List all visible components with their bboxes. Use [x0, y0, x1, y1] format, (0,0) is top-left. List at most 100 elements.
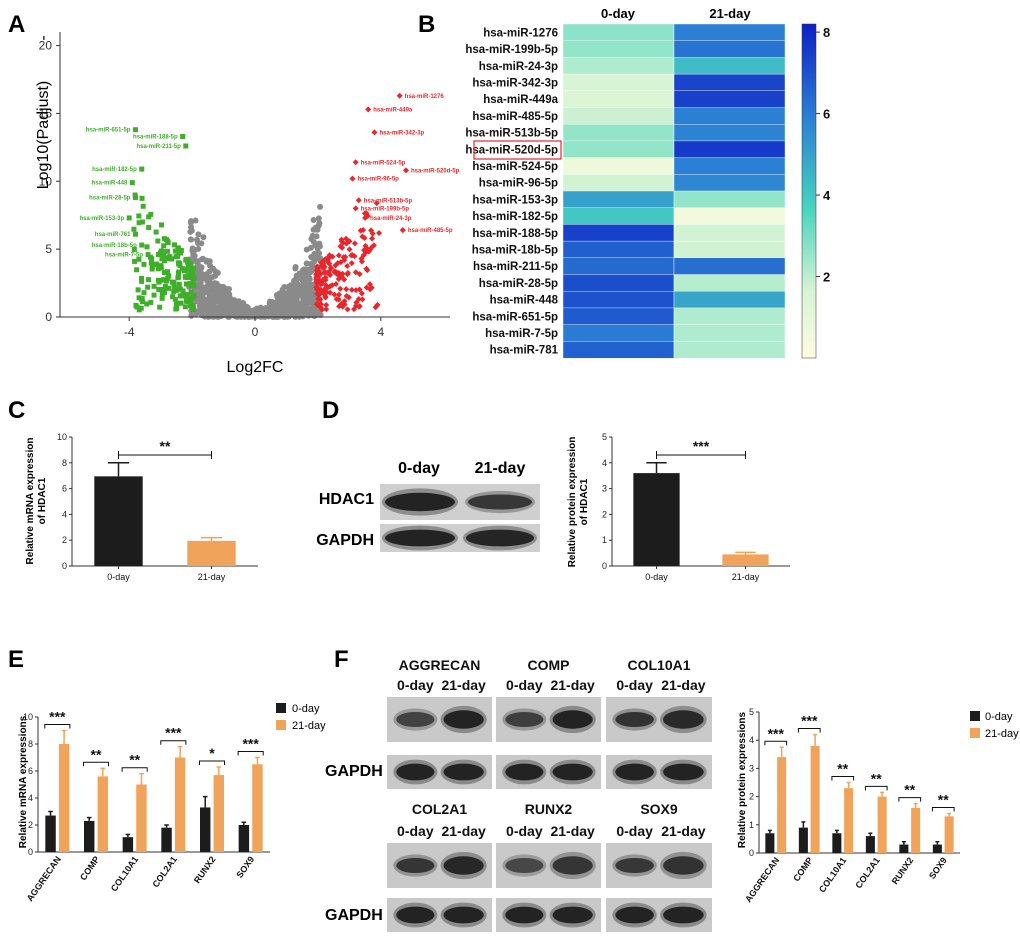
blot-band-core — [615, 857, 654, 874]
heatmap-row-label: hsa-miR-513b-5p — [465, 128, 558, 140]
volcano-point-ns — [188, 312, 195, 319]
bar-y-tick-label: 5 — [602, 432, 607, 442]
volcano-point-down — [161, 243, 167, 249]
volcano-point-up-labeled — [399, 227, 406, 234]
blot-col-label: 0-day — [397, 823, 434, 839]
bar-y-tick-label: 4 — [602, 458, 607, 468]
volcano-point-down — [155, 251, 161, 257]
volcano-label-down: hsa-miR-448 — [92, 181, 128, 187]
volcano-point-up-labeled — [355, 197, 362, 204]
blot-col-label: 0-day — [506, 677, 543, 693]
bar-y-tick-label: 1 — [749, 820, 754, 830]
volcano-label-down: hsa-miR-7-5p — [105, 253, 143, 259]
blot-band-core — [552, 763, 593, 781]
heatmap-row-label: hsa-miR-485-5p — [472, 111, 558, 123]
d-blot-col-0day: 0-day — [398, 460, 440, 477]
volcano-point-ns — [277, 309, 284, 316]
heatmap-row-label: hsa-miR-188-5p — [472, 228, 558, 240]
volcano-point-down — [131, 246, 137, 252]
volcano-point-down — [183, 257, 189, 263]
bar — [899, 844, 909, 853]
blot-band-core — [663, 710, 704, 729]
bar-y-tick-label: 0 — [749, 848, 754, 858]
blot-col-label: 21-day — [550, 823, 595, 839]
bar-category-label: SOX9 — [234, 854, 256, 879]
heatmap-cell — [673, 341, 786, 359]
volcano-point-up — [353, 299, 360, 306]
volcano-point-down — [156, 277, 162, 283]
volcano-x-tick-label: 4 — [377, 325, 384, 339]
bar-category-label: COL2A1 — [853, 855, 882, 890]
volcano-point-ns — [302, 286, 309, 293]
heatmap-cell — [562, 123, 675, 142]
bar-y-tick-label: 3 — [602, 484, 607, 494]
volcano-point-down — [153, 229, 159, 235]
volcano-x-tick-label: 0 — [252, 325, 259, 339]
volcano-point-up — [348, 252, 355, 259]
bar — [633, 473, 680, 566]
volcano-point-down — [156, 286, 162, 292]
heatmap-cell — [673, 257, 786, 275]
volcano-point-down — [170, 279, 176, 285]
volcano-point-down — [174, 305, 180, 311]
heatmap-cell — [673, 73, 786, 92]
volcano-point-ns — [206, 277, 213, 284]
heatmap-cell — [673, 107, 786, 125]
blot-band — [393, 708, 438, 731]
bar-chart-hdac1-mrna: 0 2 4 6 8 10 0-day 21-day ** Relative mRNA expre… — [25, 432, 258, 582]
blot-target-title: AGGRECAN — [399, 657, 481, 673]
volcano-point-down-labeled — [129, 180, 135, 186]
blot-band-core — [396, 711, 435, 728]
volcano-point-ns — [317, 203, 324, 210]
volcano-point-down — [139, 296, 145, 302]
volcano-point-down — [136, 220, 142, 226]
volcano-point-up — [326, 252, 333, 259]
volcano-point-up — [338, 238, 345, 245]
volcano-point-ns — [291, 302, 298, 309]
bar — [97, 776, 109, 852]
blot-band-core — [396, 857, 435, 874]
volcano-point-up — [373, 200, 380, 207]
significance-bracket — [864, 785, 888, 791]
significance-stars: *** — [242, 736, 259, 752]
heatmap-column-label-0day: 0-day — [601, 6, 636, 21]
bar — [174, 757, 186, 852]
volcano-point-ns — [188, 236, 195, 243]
bar — [944, 816, 954, 853]
volcano-point-ns — [315, 215, 322, 222]
panel-label-f: F — [334, 646, 349, 673]
bar-chart-hdac1-protein: 0 1 2 3 4 5 0-day 21-day *** Relative protein ex… — [567, 432, 790, 582]
hdac1-western-blot: 0-day 21-day HDAC1 GAPDH — [316, 460, 540, 552]
volcano-point-ns — [292, 292, 299, 299]
blot-band — [440, 851, 487, 880]
volcano-point-up — [337, 285, 344, 292]
volcano-point-up-labeled — [352, 159, 359, 166]
volcano-point-ns — [197, 281, 204, 288]
bar — [213, 775, 225, 852]
volcano-point-up — [361, 247, 368, 254]
panel-label-c: C — [8, 397, 25, 424]
volcano-point-down — [191, 274, 197, 280]
bar-category-label: RUNX2 — [890, 855, 916, 886]
blot-band — [612, 708, 657, 731]
e-legend-label-0day: 0-day — [292, 703, 320, 715]
heatmap-row-label: hsa-miR-520d-5p — [465, 144, 558, 156]
volcano-point-ns — [200, 234, 207, 241]
volcano-point-down — [175, 245, 181, 251]
volcano-point-up — [363, 284, 370, 291]
volcano-point-down — [151, 292, 157, 298]
volcano-point-down — [148, 211, 154, 217]
volcano-plot: hsa-miR-1276 hsa-miR-449a hsa-miR-342-3p hs… — [35, 32, 460, 376]
volcano-point-down-labeled — [132, 231, 138, 237]
volcano-point-up — [334, 260, 341, 267]
volcano-point-up — [317, 287, 324, 294]
heatmap-cell — [673, 123, 786, 142]
volcano-point-ns — [300, 310, 307, 317]
heatmap-cell — [673, 291, 786, 309]
f-legend-label-0day: 0-day — [985, 711, 1013, 723]
volcano-point-down — [177, 286, 183, 292]
volcano-label-down: hsa-miR-182-5p — [92, 167, 137, 173]
volcano-point-up-labeled — [352, 205, 359, 212]
bar-category-label: AGGRECAN — [25, 854, 63, 903]
